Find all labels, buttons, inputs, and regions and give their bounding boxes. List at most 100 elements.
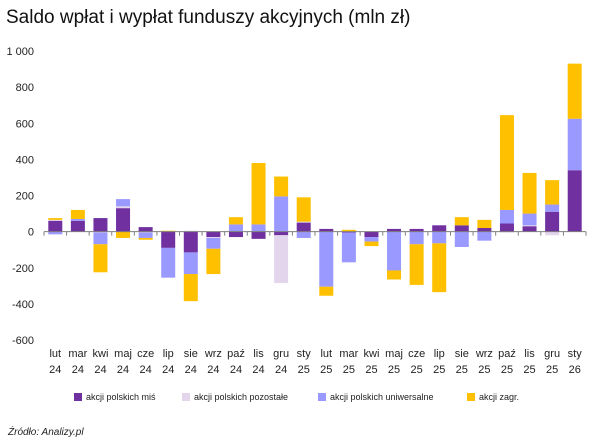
bar-zagr	[274, 176, 289, 197]
bar-uniwersalne	[48, 231, 63, 235]
x-tick-label-month: cze	[137, 348, 154, 360]
x-tick-label-year: 24	[207, 364, 219, 376]
legend-label-mis: akcji polskich miś	[86, 392, 156, 402]
x-tick-label-month: lis	[253, 348, 264, 360]
x-tick-label-year: 25	[546, 364, 558, 376]
bar-uniwersalne	[364, 237, 379, 242]
bar-mis	[183, 231, 198, 253]
bar-zagr	[206, 248, 221, 275]
bar-uniwersalne	[70, 218, 85, 221]
bar-zagr	[228, 217, 243, 225]
bar-mis	[93, 218, 108, 232]
x-tick-label-year: 24	[162, 364, 174, 376]
y-tick-label: 800	[16, 82, 34, 94]
x-tick-label-month: paź	[498, 348, 516, 360]
x-tick-label-month: gru	[544, 348, 560, 360]
x-tick-label-month: mar	[339, 348, 358, 360]
x-tick-label-month: lut	[49, 348, 61, 360]
bar-uniwersalne	[432, 231, 447, 244]
x-tick-label-year: 24	[117, 364, 129, 376]
bar-uniwersalne	[477, 231, 492, 241]
bar-zagr	[138, 237, 153, 240]
bar-mis	[319, 228, 334, 232]
x-tick-label-year: 25	[478, 364, 490, 376]
chart-title: Saldo wpłat i wypłat funduszy akcyjnych …	[6, 7, 411, 28]
x-tick-label-year: 24	[252, 364, 264, 376]
bar-zagr	[93, 244, 108, 273]
bar-pozostale	[116, 206, 131, 209]
chart-legend: akcji polskich miś akcji polskich pozost…	[0, 389, 596, 405]
legend-swatch-uniwersalne	[318, 393, 326, 401]
bar-mis	[387, 228, 402, 232]
x-tick-label-year: 24	[230, 364, 242, 376]
bar-uniwersalne	[183, 252, 198, 275]
bar-zagr	[251, 162, 266, 225]
legend-item-pozostale: akcji polskich pozostałe	[182, 389, 288, 405]
bar-mis	[228, 231, 243, 238]
bar-zagr	[387, 270, 402, 280]
bar-zagr	[296, 197, 311, 222]
x-tick-label-month: cze	[408, 348, 425, 360]
bar-pozostale	[296, 221, 311, 223]
bar-mis	[161, 231, 176, 248]
bar-uniwersalne	[274, 196, 289, 232]
bar-uniwersalne	[522, 213, 537, 226]
x-tick-label-year: 25	[411, 364, 423, 376]
bar-pozostale	[206, 237, 221, 238]
x-tick-label-year: 24	[140, 364, 152, 376]
bar-mis	[206, 231, 221, 238]
y-tick-label: 600	[16, 118, 34, 130]
bar-uniwersalne	[567, 118, 582, 171]
bar-zagr	[567, 63, 582, 119]
bar-mis	[499, 223, 514, 232]
bar-uniwersalne	[545, 204, 560, 212]
bar-zagr	[364, 241, 379, 247]
bar-zagr	[341, 229, 356, 232]
bar-zagr	[319, 286, 334, 296]
x-tick-label-year: 25	[320, 364, 332, 376]
y-tick-label: 400	[16, 154, 34, 166]
bar-mis	[251, 231, 266, 239]
x-tick-label-year: 25	[501, 364, 513, 376]
bar-mis	[432, 225, 447, 232]
y-tick-label: 0	[28, 227, 34, 239]
bar-pozostale	[545, 231, 560, 236]
x-tick-label-year: 25	[388, 364, 400, 376]
bar-uniwersalne	[341, 232, 356, 263]
bar-uniwersalne	[387, 231, 402, 271]
y-tick-label: -400	[12, 299, 34, 311]
source-note: Źródło: Analizy.pl	[8, 427, 84, 438]
bar-uniwersalne	[409, 231, 424, 245]
bar-mis	[138, 227, 153, 232]
x-tick-label-year: 24	[49, 364, 61, 376]
x-tick-label-month: lip	[434, 348, 445, 360]
x-tick-label-month: mar	[68, 348, 87, 360]
legend-item-mis: akcji polskich miś	[74, 389, 156, 405]
x-tick-label-month: lip	[163, 348, 174, 360]
bar-mis	[364, 231, 379, 238]
x-tick-label-month: wrz	[204, 348, 222, 360]
bar-zagr	[499, 115, 514, 210]
x-tick-label-month: sie	[455, 348, 469, 360]
legend-item-uniwersalne: akcji polskich uniwersalne	[318, 389, 434, 405]
y-tick-label: 1 000	[6, 46, 34, 58]
x-tick-label-year: 24	[275, 364, 287, 376]
bar-uniwersalne	[161, 247, 176, 278]
legend-label-zagr: akcji zagr.	[479, 392, 520, 402]
x-tick-label-year: 25	[365, 364, 377, 376]
x-tick-label-month: kwi	[364, 348, 380, 360]
legend-item-zagr: akcji zagr.	[467, 389, 519, 405]
bar-uniwersalne	[93, 232, 108, 245]
bar-zagr	[545, 180, 560, 205]
legend-label-pozostale: akcji polskich pozostałe	[194, 392, 289, 402]
bar-zagr	[477, 219, 492, 229]
bar-mis	[116, 208, 131, 232]
bar-zagr	[454, 217, 469, 226]
bar-uniwersalne	[296, 231, 311, 238]
bar-mis	[296, 222, 311, 232]
legend-label-uniwersalne: akcji polskich uniwersalne	[330, 392, 434, 402]
x-tick-label-month: sty	[568, 348, 583, 360]
x-tick-label-month: lut	[320, 348, 332, 360]
legend-swatch-pozostale	[182, 393, 190, 401]
bar-pozostale	[48, 219, 63, 221]
